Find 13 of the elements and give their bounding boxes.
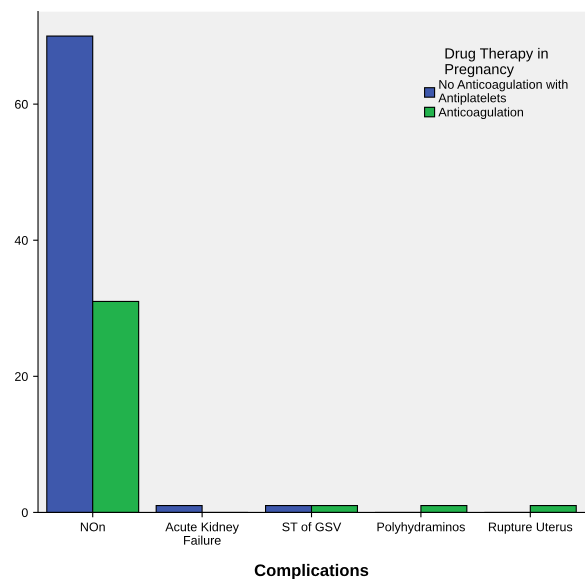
y-tick-label: 40	[14, 236, 28, 245]
y-tick-label: 20	[15, 372, 28, 381]
x-tick-label: Rupture Uterus	[488, 522, 572, 534]
legend-label: No Anticoagulation with Antiplatelets	[438, 80, 568, 105]
x-axis-title: Complications	[254, 564, 368, 579]
y-tick-label: 60	[15, 100, 28, 109]
x-tick-label: ST of GSV	[282, 522, 342, 532]
x-tick-label: Polyhydraminos	[377, 522, 465, 534]
x-tick-label: Acute Kidney Failure	[165, 522, 239, 545]
y-tick-label: 0	[22, 508, 28, 518]
legend-label: Anticoagulation	[438, 107, 524, 120]
legend-title: Drug Therapy in Pregnancy	[445, 48, 548, 78]
x-tick-label: NOn	[80, 522, 105, 532]
